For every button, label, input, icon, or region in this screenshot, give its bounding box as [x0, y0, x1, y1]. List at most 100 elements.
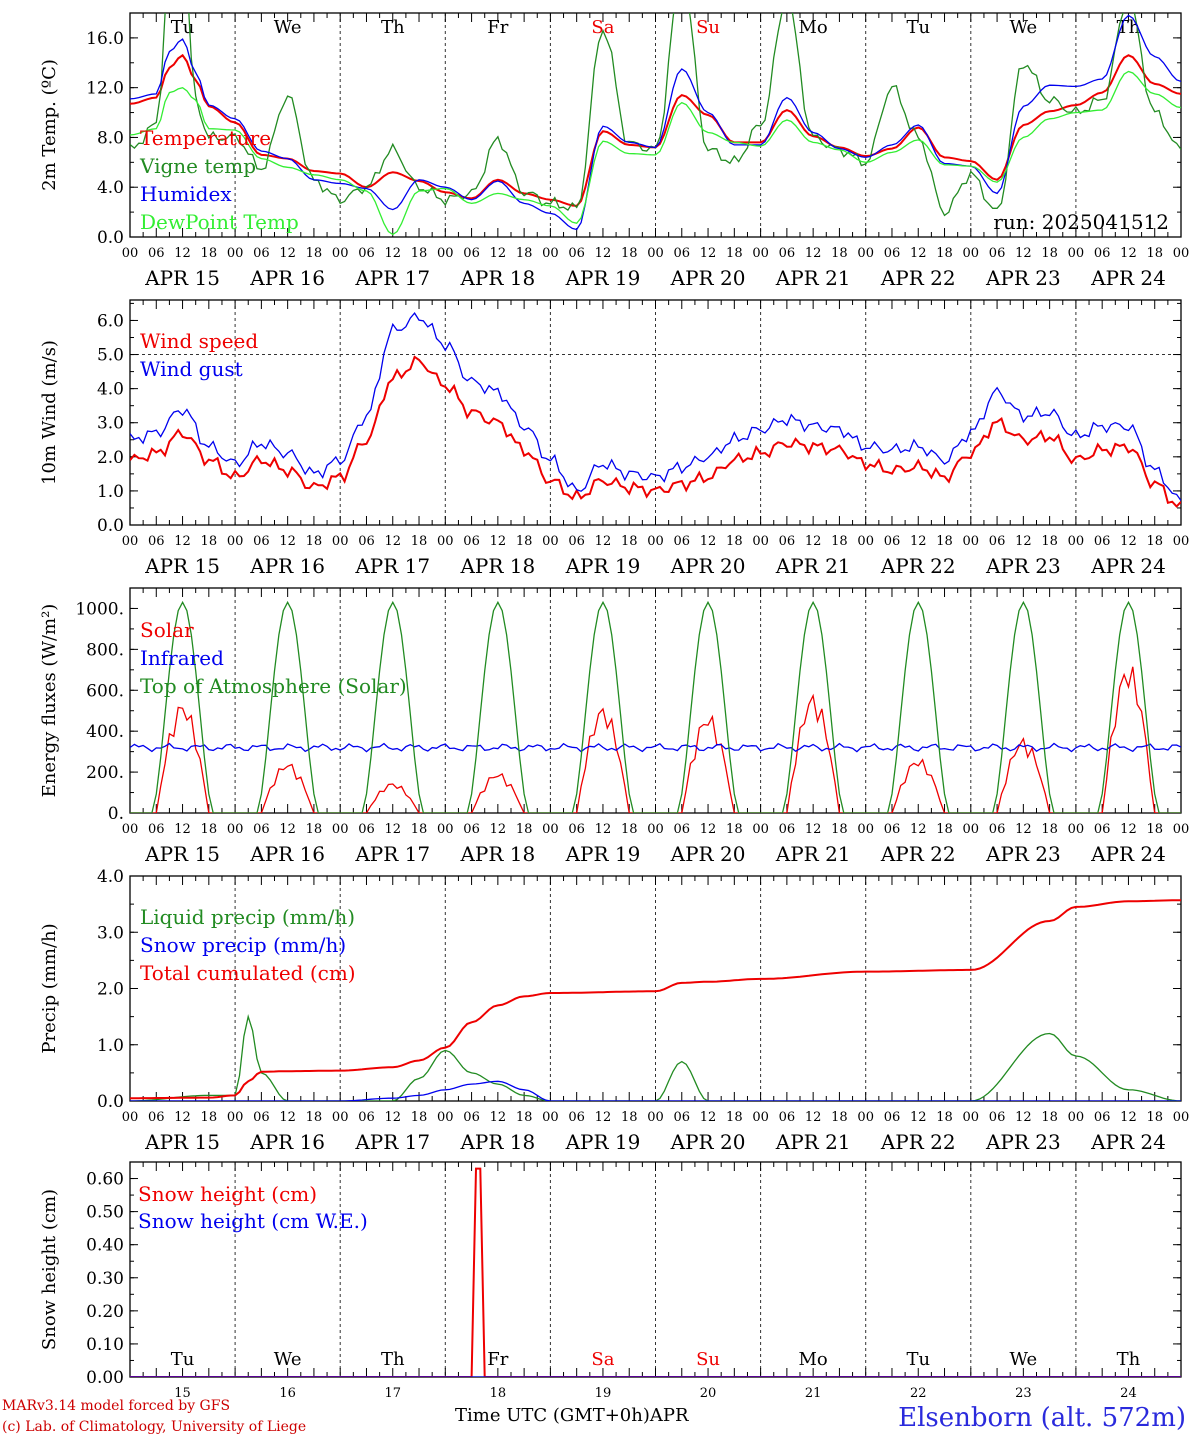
date-label: APR 23	[985, 1130, 1061, 1154]
y-tick-label: 0.60	[86, 1170, 124, 1190]
hour-tick-label: 00	[963, 246, 980, 261]
y-tick-label: 600.	[86, 681, 124, 701]
date-label: APR 17	[354, 266, 430, 290]
hour-tick-label: 00	[437, 246, 454, 261]
y-tick-label: 0.0	[97, 516, 124, 536]
panel-snow: 0.00 0.10 0.20 0.30 0.40 0.50 0.60 Snow height …	[39, 1161, 1182, 1401]
weekday-label: Th	[381, 17, 405, 38]
hour-tick-label: 00	[647, 1110, 664, 1125]
hour-tick-label: 18	[726, 246, 743, 261]
series-line-liquid-precip-mm-h-	[130, 1014, 1181, 1101]
date-label: APR 22	[880, 842, 956, 866]
hour-tick-label: 18	[1041, 534, 1058, 549]
panel-wind: 0.0 1.0 2.0 3.0 4.0 5.0 6.0 10m Wind (m/s) 00 06 1…	[39, 299, 1190, 578]
date-label: APR 18	[459, 1130, 535, 1154]
y-tick-label: 2.0	[97, 448, 124, 468]
y-tick-label: 5.0	[97, 346, 124, 366]
weekday-label: Su	[696, 1349, 720, 1370]
hour-tick-label: 00	[542, 246, 559, 261]
hour-tick-label: 18	[1146, 246, 1163, 261]
hour-tick-label: 06	[989, 822, 1006, 837]
hour-tick-label: 12	[490, 534, 507, 549]
hour-tick-label: 00	[437, 534, 454, 549]
hour-tick-label: 00	[752, 246, 769, 261]
hour-tick-label: 06	[779, 534, 796, 549]
hour-tick-label: 06	[358, 1110, 375, 1125]
hour-tick-label: 00	[752, 822, 769, 837]
y-tick-label: 0.20	[86, 1302, 124, 1322]
hour-tick-label: 12	[490, 1110, 507, 1125]
y-tick-label: 1000.	[75, 599, 124, 619]
date-label: APR 22	[880, 554, 956, 578]
hour-tick-label: 06	[148, 246, 165, 261]
day-number-label: 24	[1120, 1386, 1137, 1401]
hour-tick-label: 12	[279, 822, 296, 837]
hour-tick-label: 12	[805, 246, 822, 261]
hour-tick-label: 12	[174, 1110, 191, 1125]
y-tick-label: 2.0	[97, 980, 124, 1000]
hour-tick-label: 06	[989, 534, 1006, 549]
y-tick-label: 0.30	[86, 1269, 124, 1289]
hour-tick-label: 06	[568, 534, 585, 549]
hour-tick-label: 12	[1120, 534, 1137, 549]
date-label: APR 20	[670, 554, 746, 578]
y-tick-label: 16.0	[86, 29, 124, 49]
hour-tick-label: 06	[884, 1110, 901, 1125]
day-number-label: 20	[700, 1386, 717, 1401]
date-label: APR 18	[459, 842, 535, 866]
time-label: Time UTC (GMT+0h)	[455, 1405, 650, 1426]
hour-tick-label: 00	[857, 534, 874, 549]
hour-tick-label: 06	[884, 822, 901, 837]
y-tick-label: 6.0	[97, 311, 124, 331]
hour-tick-label: 06	[1094, 534, 1111, 549]
y-tick-label: 0.40	[86, 1236, 124, 1256]
date-label: APR 22	[880, 1130, 956, 1154]
weekday-label: We	[274, 17, 302, 38]
hour-tick-label: 00	[122, 822, 139, 837]
legend-entry: Vigne temp	[139, 154, 256, 178]
hour-tick-label: 12	[805, 1110, 822, 1125]
hour-tick-label: 06	[884, 534, 901, 549]
hour-tick-label: 18	[936, 246, 953, 261]
hour-tick-label: 06	[1094, 1110, 1111, 1125]
date-label: APR 16	[249, 266, 325, 290]
hour-tick-label: 18	[726, 822, 743, 837]
run-annotation: run: 2025041512	[993, 210, 1169, 234]
hour-tick-label: 06	[253, 1110, 270, 1125]
hour-tick-label: 00	[437, 1110, 454, 1125]
hour-tick-label: 06	[674, 534, 691, 549]
hour-tick-label: 06	[568, 246, 585, 261]
hour-tick-label: 00	[1173, 534, 1190, 549]
hour-tick-label: 00	[227, 246, 244, 261]
weekday-label: Tu	[906, 1349, 930, 1370]
hour-tick-label: 18	[201, 534, 218, 549]
date-label: APR 16	[249, 554, 325, 578]
legend-entry: Snow precip (mm/h)	[140, 933, 346, 957]
date-label: APR 17	[354, 554, 430, 578]
weekday-label: Fr	[487, 17, 508, 38]
hour-tick-label: 12	[384, 534, 401, 549]
series-line-wind-speed	[130, 355, 1181, 508]
hour-tick-label: 00	[1173, 1110, 1190, 1125]
hour-tick-label: 06	[148, 534, 165, 549]
hour-tick-label: 12	[174, 822, 191, 837]
hour-tick-label: 00	[1068, 246, 1085, 261]
weekday-label: Tu	[171, 1349, 195, 1370]
hour-tick-label: 00	[122, 534, 139, 549]
hour-tick-label: 12	[910, 822, 927, 837]
hour-tick-label: 12	[174, 246, 191, 261]
hour-tick-label: 00	[332, 1110, 349, 1125]
legend-entry: Solar	[140, 618, 194, 642]
hour-tick-label: 06	[253, 822, 270, 837]
hour-tick-label: 12	[805, 822, 822, 837]
hour-tick-label: 12	[1120, 246, 1137, 261]
legend-entry: Snow height (cm W.E.)	[138, 1209, 368, 1233]
hour-tick-label: 18	[936, 534, 953, 549]
hour-tick-label: 18	[516, 534, 533, 549]
date-label: APR 24	[1090, 842, 1166, 866]
hour-tick-label: 00	[647, 822, 664, 837]
date-label: APR 18	[459, 554, 535, 578]
date-label: APR 18	[459, 266, 535, 290]
